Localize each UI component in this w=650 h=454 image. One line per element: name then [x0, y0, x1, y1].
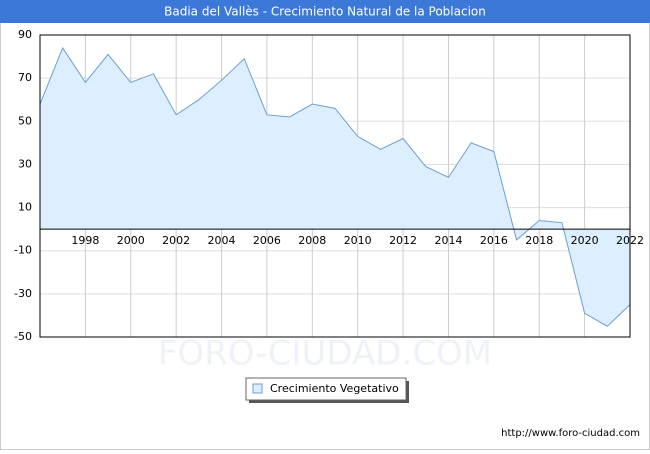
x-tick-label: 2018	[525, 234, 553, 247]
y-tick-label: 30	[18, 157, 32, 170]
watermark: FORO-CIUDAD.COM	[158, 334, 492, 374]
chart-title: Badia del Vallès - Crecimiento Natural d…	[164, 5, 486, 19]
y-tick-label: 50	[18, 114, 32, 127]
x-tick-label: 2002	[162, 234, 190, 247]
y-tick-label: 70	[18, 71, 32, 84]
x-tick-label: 2000	[117, 234, 145, 247]
x-tick-label: 2004	[208, 234, 236, 247]
plot-border	[39, 34, 631, 338]
legend-label: Crecimiento Vegetativo	[270, 382, 399, 395]
y-tick-label: -10	[14, 244, 32, 257]
y-tick-label: 10	[18, 201, 32, 214]
x-tick-label: 2010	[344, 234, 372, 247]
source: http://www.foro-ciudad.com	[501, 428, 640, 439]
x-tick-label: 2006	[253, 234, 281, 247]
x-tick-label: 2022	[616, 234, 644, 247]
area	[40, 47, 630, 327]
y-tick-label: 90	[18, 28, 32, 41]
x-tick-label: 2020	[571, 234, 599, 247]
line	[39, 46, 631, 327]
x-tick-label: 2014	[434, 234, 462, 247]
y-tick-label: -30	[14, 287, 32, 300]
x-tick-label: 2016	[480, 234, 508, 247]
x-tick-label: 2012	[389, 234, 417, 247]
x-tick-label: 2008	[298, 234, 326, 247]
x-tick-label: 1998	[71, 234, 99, 247]
legend-box	[245, 377, 407, 401]
y-tick-label: -50	[14, 330, 32, 343]
legend-swatch	[252, 383, 263, 394]
title-bar	[0, 0, 650, 23]
